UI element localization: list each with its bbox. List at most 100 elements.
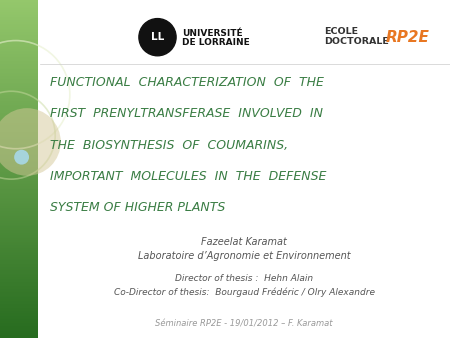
Bar	[0, 228, 38, 230]
Bar	[0, 76, 38, 78]
Bar	[0, 105, 38, 106]
Bar	[0, 120, 38, 122]
Text: Laboratoire d’Agronomie et Environnement: Laboratoire d’Agronomie et Environnement	[138, 251, 351, 261]
Text: LL: LL	[151, 32, 164, 42]
Bar	[0, 61, 38, 63]
Bar	[0, 15, 38, 17]
Bar	[0, 291, 38, 292]
Bar	[0, 100, 38, 101]
Bar	[0, 39, 38, 41]
Text: DE LORRAINE: DE LORRAINE	[182, 38, 250, 47]
Bar	[0, 220, 38, 221]
Bar	[0, 199, 38, 201]
Text: SYSTEM OF HIGHER PLANTS: SYSTEM OF HIGHER PLANTS	[50, 201, 225, 214]
Bar	[0, 196, 38, 198]
Bar	[0, 93, 38, 95]
Bar	[0, 3, 38, 5]
Bar	[0, 54, 38, 56]
Bar	[0, 176, 38, 177]
Bar	[0, 162, 38, 164]
Bar	[0, 237, 38, 238]
Bar	[0, 270, 38, 272]
Bar	[0, 113, 38, 115]
Bar	[0, 37, 38, 39]
Bar	[0, 213, 38, 215]
Text: Director of thesis :  Hehn Alain: Director of thesis : Hehn Alain	[175, 274, 313, 283]
Bar	[0, 90, 38, 91]
Bar	[0, 24, 38, 25]
Text: Co-Director of thesis:  Bourgaud Frédéric / Olry Alexandre: Co-Director of thesis: Bourgaud Frédéric…	[113, 287, 374, 297]
Bar	[0, 166, 38, 167]
Bar	[0, 184, 38, 186]
Bar	[0, 230, 38, 232]
Bar	[0, 7, 38, 8]
Bar	[0, 203, 38, 204]
Bar	[0, 308, 38, 309]
Bar	[0, 56, 38, 57]
Bar	[0, 115, 38, 117]
Bar	[0, 235, 38, 237]
Bar	[0, 10, 38, 12]
Bar	[0, 106, 38, 108]
Bar	[0, 137, 38, 139]
Bar	[0, 0, 38, 2]
Bar	[0, 286, 38, 287]
Bar	[0, 103, 38, 105]
Bar	[0, 330, 38, 331]
Bar	[0, 150, 38, 152]
Bar	[0, 336, 38, 338]
Bar	[0, 186, 38, 188]
Bar	[0, 179, 38, 181]
Text: THE  BIOSYNTHESIS  OF  COUMARINS,: THE BIOSYNTHESIS OF COUMARINS,	[50, 139, 288, 151]
Bar	[0, 108, 38, 110]
Bar	[0, 216, 38, 218]
Bar	[0, 12, 38, 14]
Bar	[0, 81, 38, 83]
Bar	[0, 272, 38, 274]
Bar	[0, 29, 38, 30]
Bar	[0, 264, 38, 265]
Bar	[0, 328, 38, 330]
Bar	[0, 101, 38, 103]
Bar	[0, 297, 38, 299]
Bar	[0, 269, 38, 270]
Bar	[0, 226, 38, 228]
Bar	[0, 125, 38, 127]
Bar	[0, 123, 38, 125]
Bar	[0, 250, 38, 252]
Text: FUNCTIONAL  CHARACTERIZATION  OF  THE: FUNCTIONAL CHARACTERIZATION OF THE	[50, 76, 324, 89]
Bar	[0, 68, 38, 69]
Bar	[0, 247, 38, 248]
Bar	[0, 323, 38, 324]
Bar	[0, 191, 38, 193]
Bar	[0, 194, 38, 196]
Bar	[0, 135, 38, 137]
Text: ECOLE: ECOLE	[324, 27, 358, 36]
Text: RP2E: RP2E	[386, 30, 430, 45]
Circle shape	[0, 108, 61, 176]
Bar	[0, 211, 38, 213]
Circle shape	[14, 150, 29, 165]
Bar	[0, 321, 38, 323]
Bar	[0, 259, 38, 260]
Bar	[0, 159, 38, 161]
Bar	[0, 208, 38, 210]
Bar	[0, 140, 38, 142]
Bar	[0, 233, 38, 235]
Bar	[0, 14, 38, 15]
Bar	[0, 301, 38, 303]
Bar	[0, 57, 38, 59]
Bar	[0, 142, 38, 144]
Bar	[0, 88, 38, 90]
Bar	[0, 274, 38, 275]
Text: IMPORTANT  MOLECULES  IN  THE  DEFENSE: IMPORTANT MOLECULES IN THE DEFENSE	[50, 170, 327, 183]
Bar	[0, 110, 38, 112]
Bar	[0, 267, 38, 269]
Bar	[0, 265, 38, 267]
Bar	[0, 59, 38, 61]
Bar	[0, 284, 38, 286]
Bar	[0, 335, 38, 336]
Bar	[0, 294, 38, 296]
Bar	[0, 117, 38, 118]
Bar	[0, 127, 38, 128]
